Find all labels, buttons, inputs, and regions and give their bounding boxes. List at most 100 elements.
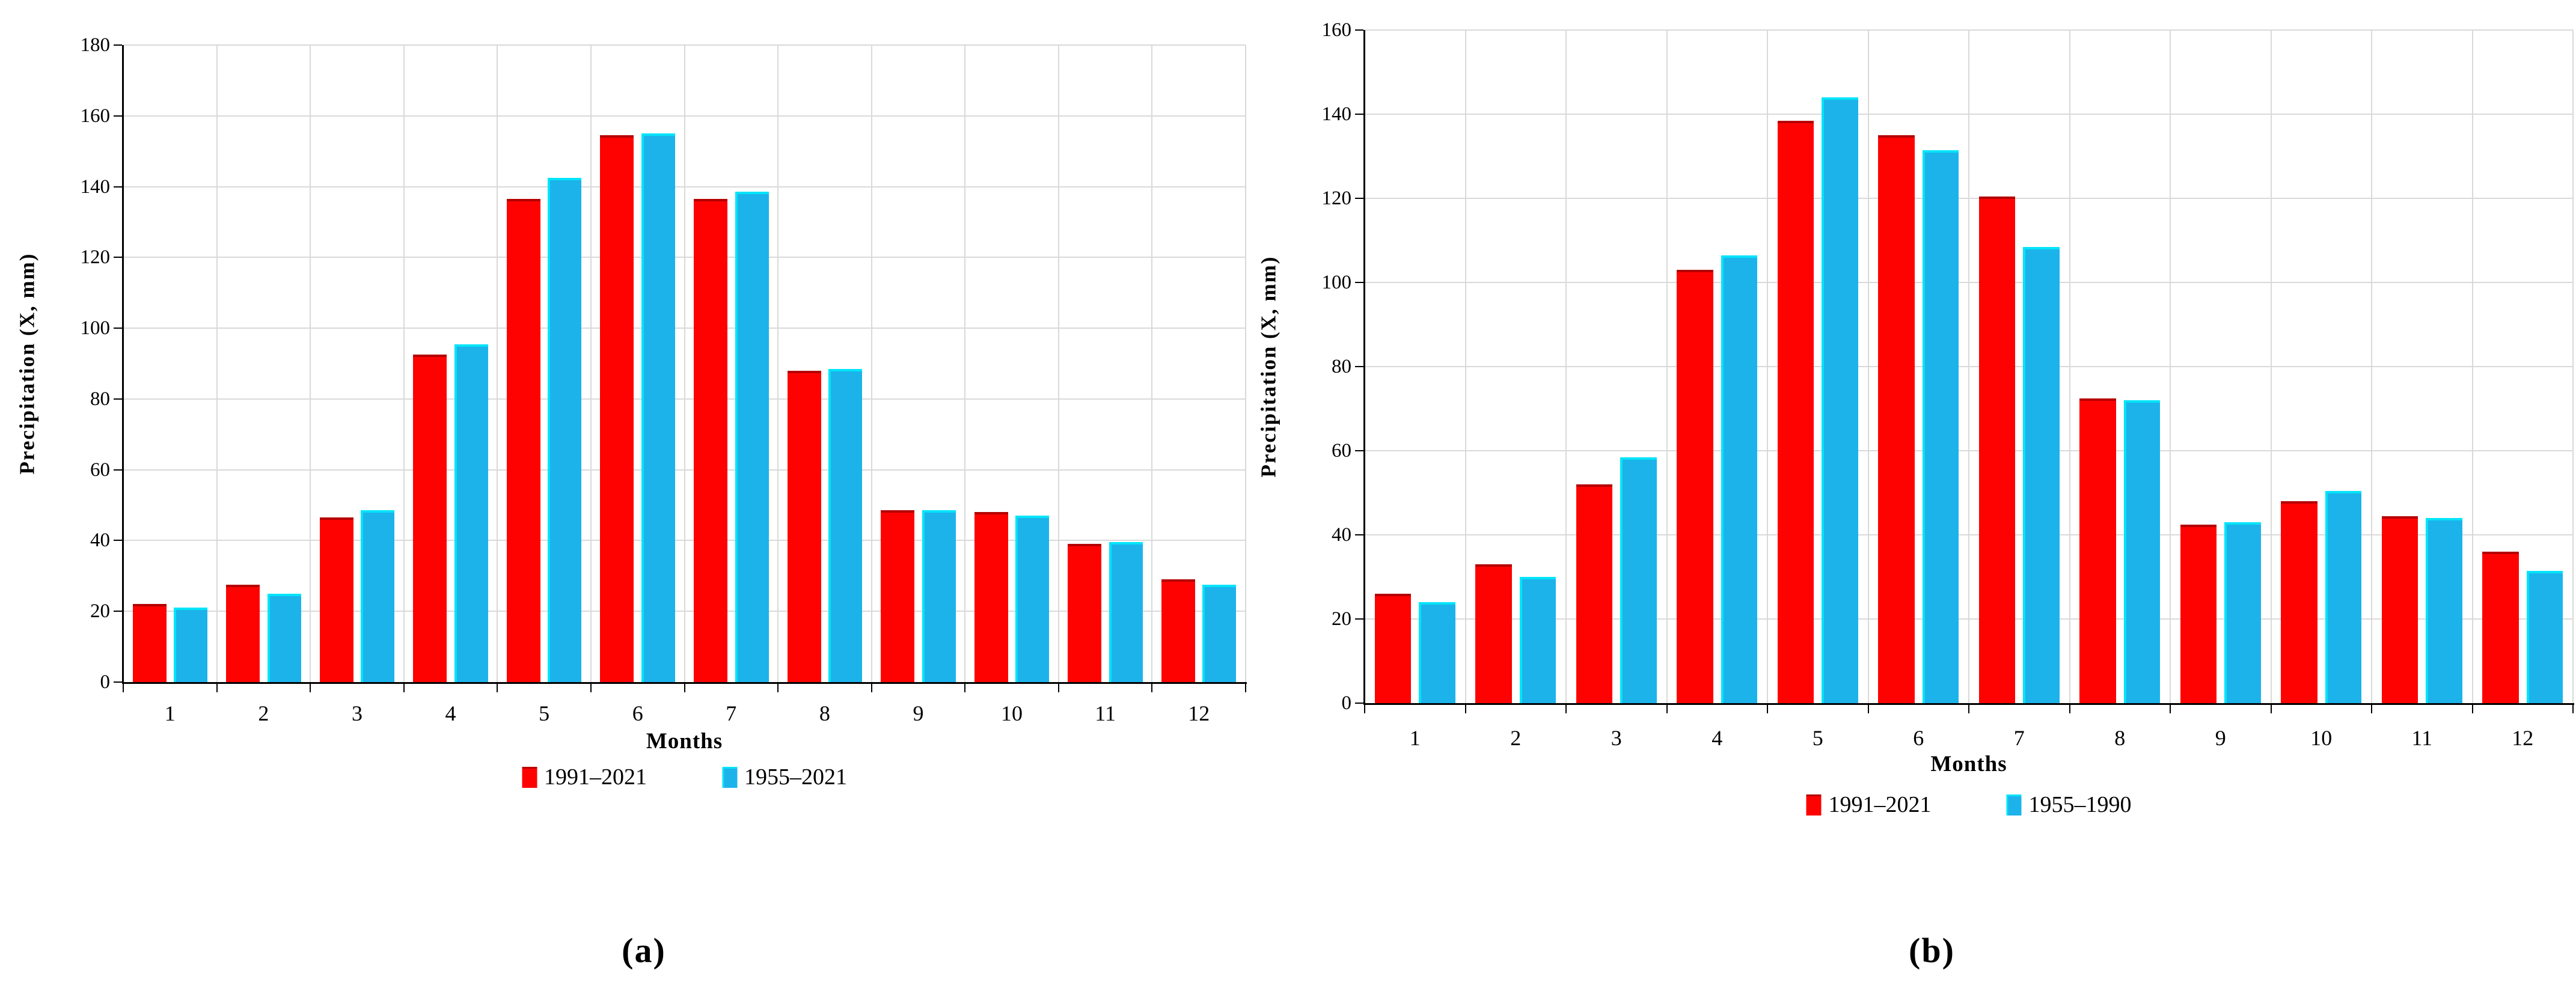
- bar-blue-month-10: [2325, 490, 2362, 703]
- x-tick-label: 3: [351, 701, 363, 725]
- x-tick-label: 4: [445, 701, 456, 725]
- vertical-gridline: [870, 45, 872, 682]
- x-tick-label: 9: [2215, 726, 2226, 750]
- x-axis-tick: [1245, 684, 1246, 692]
- y-axis-tick: [114, 681, 122, 683]
- x-axis-tick: [123, 684, 124, 692]
- bar-red-month-8: [2079, 398, 2116, 703]
- y-axis-title-text: Precipitation (X, mm): [15, 252, 39, 475]
- vertical-gridline: [590, 45, 592, 682]
- legend-label: 1991–2021: [544, 764, 647, 790]
- plot-area: 0 20 40 60 80 100 120 140 160 1 2 3 4 5 6 7 8 9 10 11 12: [1322, 19, 2574, 750]
- y-tick-label: 120: [1321, 187, 1352, 209]
- x-axis-tick: [870, 684, 872, 692]
- x-axis-tick: [590, 684, 592, 692]
- y-tick-label: 20: [1332, 608, 1351, 630]
- x-axis-line: [1363, 703, 2574, 705]
- y-tick-label: 20: [90, 600, 110, 623]
- horizontal-gridline: [1365, 534, 2573, 535]
- x-axis-tick: [403, 684, 405, 692]
- bar-red-month-4: [1677, 270, 1713, 703]
- x-tick-label: 7: [726, 701, 737, 725]
- bar-red-month-9: [2180, 524, 2217, 703]
- x-tick-label: 10: [2310, 726, 2333, 750]
- horizontal-gridline: [123, 115, 1246, 117]
- y-axis-tick: [1355, 450, 1363, 451]
- x-axis-tick: [1565, 705, 1567, 713]
- horizontal-gridline: [123, 328, 1246, 329]
- y-axis-tick: [1355, 366, 1363, 367]
- x-axis-tick: [1464, 705, 1466, 713]
- y-axis-tick: [1355, 114, 1363, 115]
- horizontal-gridline: [1365, 114, 2573, 115]
- y-axis-tick: [114, 469, 122, 471]
- legend-swatch-blue: [2006, 794, 2022, 815]
- horizontal-gridline: [123, 540, 1246, 541]
- vertical-gridline: [497, 45, 498, 682]
- legend-item: 1955–1990: [2006, 792, 2132, 817]
- bar-blue-month-5: [1822, 97, 1858, 703]
- x-tick-label: 7: [2013, 726, 2025, 750]
- x-tick-label: 8: [2114, 726, 2126, 750]
- y-tick-label: 100: [80, 317, 111, 340]
- x-axis-tick: [1364, 705, 1365, 713]
- y-axis-tick: [1355, 29, 1363, 31]
- y-tick-label: 0: [1341, 692, 1352, 714]
- y-tick-label: 100: [1321, 272, 1352, 293]
- y-tick-label: 0: [100, 671, 111, 693]
- bar-red-month-9: [881, 510, 915, 682]
- x-axis-tick: [497, 684, 498, 692]
- bar-red-month-5: [1777, 120, 1814, 703]
- bar-red-month-12: [2482, 552, 2519, 703]
- vertical-gridline: [777, 45, 779, 682]
- y-axis-tick: [114, 115, 122, 117]
- vertical-gridline: [1245, 45, 1246, 682]
- vertical-gridline: [2572, 30, 2574, 703]
- x-tick-label: 5: [1812, 726, 1823, 750]
- horizontal-gridline: [123, 469, 1246, 471]
- horizontal-gridline: [1365, 366, 2573, 367]
- x-axis-tick: [684, 684, 685, 692]
- bar-blue-month-4: [1721, 255, 1758, 703]
- horizontal-gridline: [123, 611, 1246, 612]
- x-tick-label: 4: [1712, 726, 1723, 750]
- x-tick-label: 12: [2512, 726, 2534, 750]
- x-axis-tick: [2069, 705, 2070, 713]
- bar-blue-month-8: [2123, 400, 2161, 703]
- x-tick-label: 2: [258, 701, 269, 725]
- x-axis-tick: [2170, 705, 2171, 713]
- y-axis-tick: [114, 540, 122, 541]
- bar-red-month-6: [600, 135, 634, 682]
- bar-blue-month-11: [2426, 518, 2462, 703]
- y-axis-title: Precipitation (X, mm): [9, 45, 45, 682]
- bar-blue-month-7: [735, 192, 769, 682]
- x-tick-label: 11: [1095, 701, 1116, 725]
- plot-area: 0 20 40 60 80 100 120 140 160 180 1 2 3 4 5 6 7 8 9 10 11 12: [81, 34, 1247, 725]
- x-axis-tick: [1666, 705, 1668, 713]
- bar-blue-month-2: [267, 593, 301, 682]
- legend-item: 1991–2021: [1806, 792, 1932, 817]
- y-tick-label: 180: [80, 34, 111, 56]
- bar-blue-month-12: [2526, 570, 2563, 703]
- horizontal-gridline: [123, 44, 1246, 46]
- bar-red-month-10: [974, 512, 1008, 682]
- x-tick-label: 8: [819, 701, 830, 725]
- vertical-gridline: [1057, 45, 1059, 682]
- bar-blue-month-6: [641, 133, 675, 682]
- horizontal-gridline: [1365, 618, 2573, 620]
- subfigure-label-a: (a): [622, 931, 666, 970]
- legend-label: 1955–1990: [2028, 792, 2132, 817]
- x-axis-tick: [310, 684, 311, 692]
- y-tick-label: 140: [1321, 103, 1352, 125]
- legend: 1991–2021 1955–1990: [1806, 792, 2132, 817]
- bar-red-month-7: [1978, 196, 2016, 703]
- bar-blue-month-5: [548, 177, 582, 682]
- x-tick-label: 12: [1188, 701, 1210, 725]
- vertical-gridline: [1151, 45, 1153, 682]
- y-tick-label: 40: [90, 529, 110, 552]
- bar-blue-month-2: [1519, 577, 1556, 703]
- bar-blue-month-7: [2023, 246, 2060, 703]
- x-axis-line: [122, 682, 1247, 684]
- x-axis-tick: [2270, 705, 2272, 713]
- x-tick-label: 10: [1001, 701, 1023, 725]
